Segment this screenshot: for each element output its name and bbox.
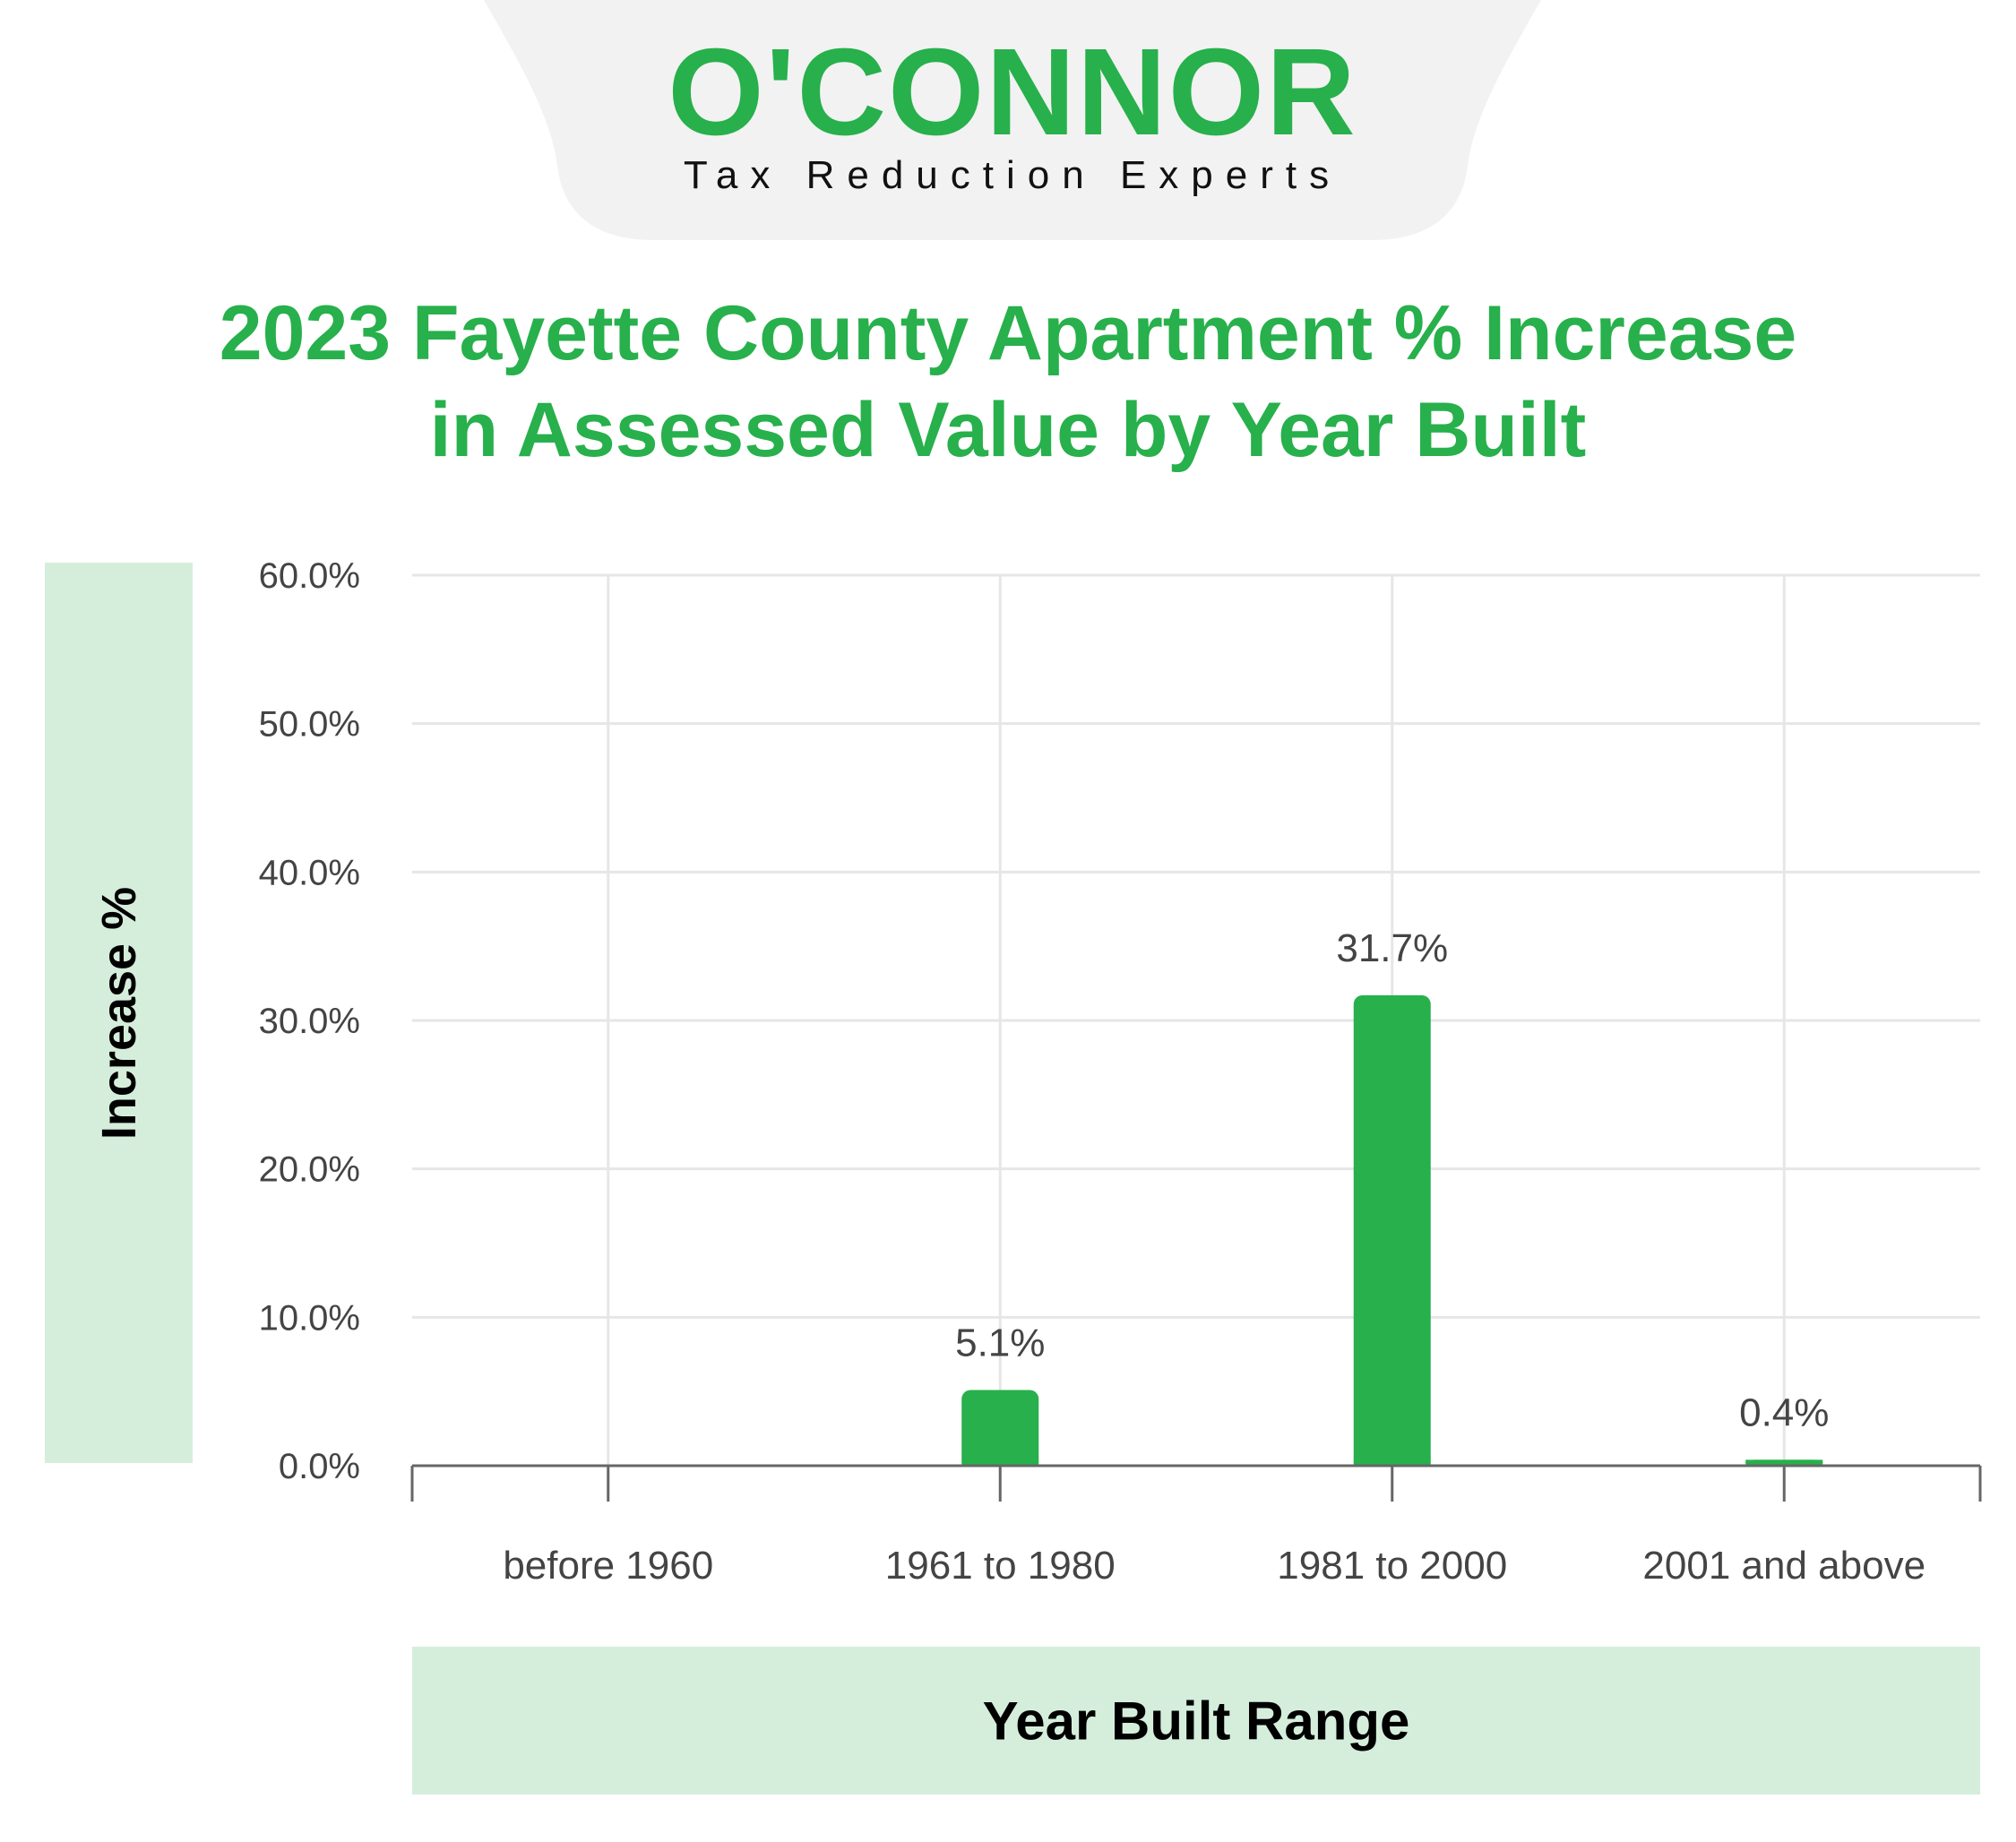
y-tick-label: 60.0% bbox=[259, 556, 360, 596]
chart-title: 2023 Fayette County Apartment % Increase… bbox=[0, 285, 2016, 478]
x-category-label: 1981 to 2000 bbox=[1277, 1544, 1507, 1588]
bar bbox=[1353, 994, 1431, 1466]
y-tick-label: 20.0% bbox=[259, 1150, 360, 1190]
data-label: 5.1% bbox=[955, 1321, 1045, 1365]
header-tab-shape bbox=[484, 0, 1541, 240]
y-tick-label: 0.0% bbox=[279, 1447, 360, 1486]
y-axis-label-box: Increase % bbox=[45, 563, 193, 1463]
bar-base bbox=[961, 1457, 1039, 1466]
data-label: 0.4% bbox=[1739, 1390, 1829, 1434]
bar-chart: 0.0% 10.0% 20.0% 30.0% 40.0% 50.0% 60.0% 5.1% 31… bbox=[259, 556, 1982, 1588]
y-tick-label: 10.0% bbox=[259, 1298, 360, 1338]
x-category-label: 2001 and above bbox=[1642, 1544, 1926, 1588]
y-tick-label: 40.0% bbox=[259, 853, 360, 892]
x-axis-label: Year Built Range bbox=[982, 1691, 1410, 1751]
bar bbox=[961, 1390, 1039, 1466]
logo-tagline: Tax Reduction Experts bbox=[683, 153, 1342, 197]
chart-title-line-1: 2023 Fayette County Apartment % Increase bbox=[219, 290, 1797, 376]
x-category-label: 1961 to 1980 bbox=[885, 1544, 1116, 1588]
x-category-label: before 1960 bbox=[503, 1544, 713, 1588]
x-axis-label-box: Year Built Range bbox=[412, 1647, 1980, 1795]
chart-title-line-2: in Assessed Value by Year Built bbox=[429, 387, 1587, 473]
data-label: 31.7% bbox=[1336, 926, 1448, 970]
logo-header: O'CONNOR Tax Reduction Experts bbox=[484, 0, 1541, 240]
y-tick-label: 50.0% bbox=[259, 705, 360, 745]
bar-base bbox=[1353, 1457, 1431, 1466]
y-tick-label: 30.0% bbox=[259, 1002, 360, 1041]
bar-base bbox=[1745, 1459, 1823, 1466]
logo-wordmark: O'CONNOR bbox=[668, 23, 1357, 161]
